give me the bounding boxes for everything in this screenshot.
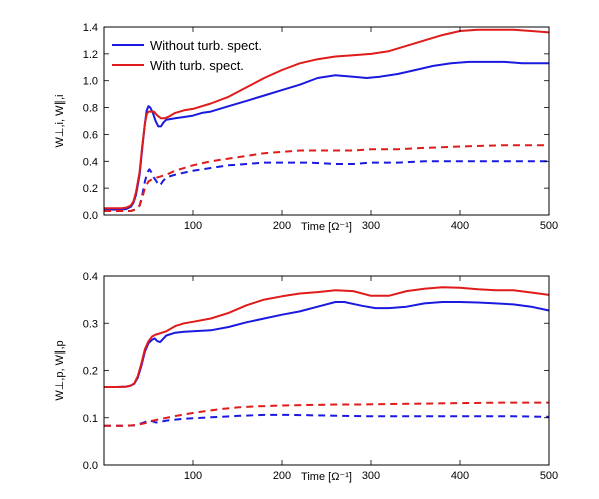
y-tick-label: 1.0 xyxy=(83,76,98,88)
x-tick-label: 300 xyxy=(362,220,380,232)
x-tick-label: 400 xyxy=(451,220,469,232)
y-tick-label: 0.2 xyxy=(83,366,98,378)
legend-label: Without turb. spect. xyxy=(150,38,262,53)
y-tick-label: 0.4 xyxy=(83,271,98,283)
plot-frame xyxy=(103,26,550,216)
y-tick-label: 0.8 xyxy=(83,103,98,115)
y-tick-label: 0.0 xyxy=(83,210,98,222)
series-line-parallel-with-turb xyxy=(104,401,549,427)
series-line-perp-with-turb xyxy=(104,286,550,388)
y-axis-label: W⊥,i, W∥,i xyxy=(54,95,66,148)
y-tick-label: 0.4 xyxy=(83,156,98,168)
series-line-parallel-without-turb xyxy=(104,160,549,212)
legend-label: With turb. spect. xyxy=(150,58,244,73)
x-tick-label: 500 xyxy=(540,470,558,482)
x-tick-label: 200 xyxy=(273,470,291,482)
x-tick-label: 100 xyxy=(184,220,202,232)
x-axis-label: Time [Ω⁻¹] xyxy=(301,221,352,233)
y-tick-label: 0.6 xyxy=(83,129,98,141)
y-tick-label: 1.4 xyxy=(83,22,98,34)
chart-ion-energy: 0.0 0.2 0.4 0.6 0.8 1.0 1.2 1.4 100 200 300 400 500 T… xyxy=(54,22,558,233)
y-tick-label: 0.2 xyxy=(83,183,98,195)
x-axis-label: Time [Ω⁻¹] xyxy=(301,471,352,483)
y-tick-label: 1.2 xyxy=(83,49,98,61)
series-line-parallel-with-turb xyxy=(104,144,549,212)
y-tick-label: 0.1 xyxy=(83,413,98,425)
y-tick-label: 0.0 xyxy=(83,460,98,472)
series-line-perp-without-turb xyxy=(104,60,549,211)
x-tick-label: 500 xyxy=(540,220,558,232)
x-tick-label: 300 xyxy=(362,470,380,482)
series-line-parallel-without-turb xyxy=(104,413,550,427)
legend: Without turb. spect. With turb. spect. xyxy=(112,38,262,73)
y-axis-label: W⊥,p, W∥,p xyxy=(54,340,66,400)
series-line-perp-with-turb xyxy=(104,28,550,210)
y-tick-label: 0.3 xyxy=(83,318,98,330)
chart-proton-energy: 0.0 0.1 0.2 0.3 0.4 100 200 300 400 500 Time [Ω⁻¹]… xyxy=(54,271,558,483)
x-tick-label: 200 xyxy=(273,220,291,232)
series-line-perp-without-turb xyxy=(104,301,550,388)
x-tick-label: 400 xyxy=(451,470,469,482)
x-tick-label: 100 xyxy=(184,470,202,482)
